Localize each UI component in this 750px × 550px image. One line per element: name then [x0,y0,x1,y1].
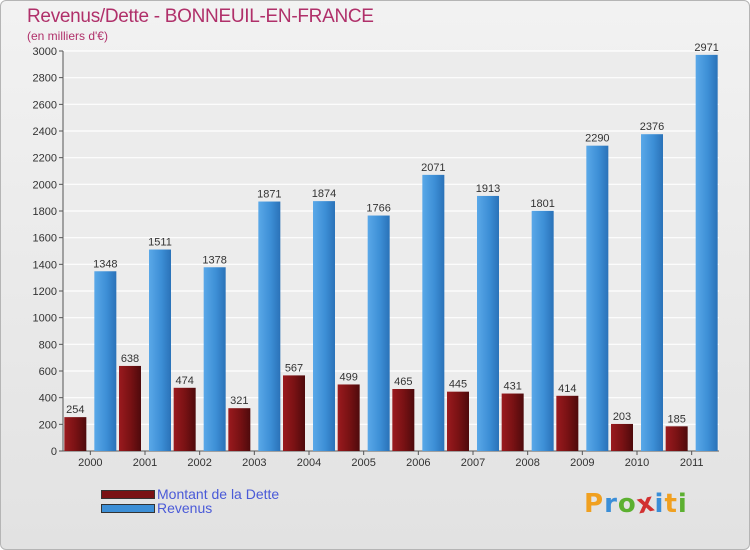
bar-revenus [258,201,281,451]
data-label-dette: 474 [175,375,193,387]
x-tick-label: 2010 [625,457,649,469]
data-label-revenus: 1874 [312,188,336,200]
bar-dette [64,417,87,451]
bar-revenus [531,210,554,451]
y-tick-label: 2000 [33,179,57,191]
bar-revenus [641,134,663,451]
data-label-dette: 414 [558,383,576,395]
logo-letter: o [617,489,637,519]
bar-revenus [695,54,718,451]
x-tick-label: 2000 [78,457,102,469]
data-label-dette: 499 [339,371,357,383]
data-label-revenus: 1348 [93,258,117,270]
x-tick-label: 2006 [406,457,430,469]
data-label-revenus: 1766 [366,203,390,215]
data-label-dette: 465 [394,376,412,388]
y-tick-label: 400 [39,393,57,405]
y-tick-label: 1200 [33,286,57,298]
legend-label-dette: Montant de la Dette [157,486,280,502]
data-label-dette: 254 [66,404,84,416]
y-tick-label: 800 [39,339,57,351]
bar-revenus [477,195,499,451]
legend-label-revenus: Revenus [157,500,213,516]
proxiti-logo: Proxiti [584,487,688,520]
data-label-revenus: 1913 [476,183,500,195]
data-label-revenus: 2071 [421,162,445,174]
data-label-dette: 431 [503,381,521,393]
x-tick-label: 2008 [515,457,539,469]
logo-letter: r [604,489,618,519]
x-tick-label: 2005 [351,457,375,469]
y-tick-label: 2400 [33,126,57,138]
y-tick-label: 2600 [33,99,57,111]
y-tick-label: 2200 [33,153,57,165]
bar-revenus [367,215,390,451]
y-tick-label: 200 [39,419,57,431]
x-tick-label: 2009 [570,457,594,469]
y-tick-label: 1600 [33,233,57,245]
data-label-revenus: 1511 [148,237,172,249]
bar-revenus [149,249,171,451]
bar-dette [337,384,360,451]
y-tick-label: 3000 [33,46,57,58]
y-tick-label: 0 [51,446,57,458]
y-tick-label: 1400 [33,259,57,271]
data-label-dette: 185 [667,413,685,425]
logo-letter: i [677,489,688,519]
bar-dette [501,393,524,451]
x-tick-label: 2003 [242,457,266,469]
bar-dette [392,389,415,451]
x-tick-label: 2002 [187,457,211,469]
bar-revenus [203,267,226,451]
y-tick-label: 2800 [33,73,57,85]
x-tick-label: 2007 [461,457,485,469]
bar-dette [447,391,469,451]
y-tick-label: 1800 [33,206,57,218]
chart-subtitle: (en milliers d'€) [27,29,108,43]
bar-dette [556,395,579,451]
y-tick-label: 600 [39,366,57,378]
plot-area [63,51,719,451]
bar-revenus [422,174,445,451]
data-label-revenus: 2971 [694,42,718,54]
chart-title: Revenus/Dette - BONNEUIL-EN-FRANCE [27,6,374,27]
bar-dette [611,423,633,451]
x-tick-label: 2001 [133,457,157,469]
data-label-dette: 203 [613,411,631,423]
bar-dette [119,365,141,451]
data-label-revenus: 1378 [202,254,226,266]
bar-dette [228,408,251,451]
bar-revenus [313,201,335,451]
data-label-dette: 567 [285,362,303,374]
x-tick-label: 2004 [297,457,321,469]
legend-swatch-revenus [101,504,155,513]
y-tick-label: 1000 [33,313,57,325]
logo-letter: t [664,489,678,519]
data-label-revenus: 2376 [640,121,664,133]
logo-letter: i [654,489,665,519]
bar-revenus [94,271,117,451]
data-label-revenus: 1871 [257,189,281,201]
bar-revenus [586,145,609,451]
bar-dette [173,387,196,451]
bar-dette [665,426,688,451]
data-label-revenus: 2290 [585,133,609,145]
bar-dette [283,375,305,451]
logo-letter: P [584,489,605,519]
data-label-dette: 445 [449,379,467,391]
data-label-dette: 321 [230,395,248,407]
data-label-revenus: 1801 [530,198,554,210]
data-label-dette: 638 [121,353,139,365]
legend-swatch-dette [101,490,155,499]
x-tick-label: 2011 [680,457,704,469]
